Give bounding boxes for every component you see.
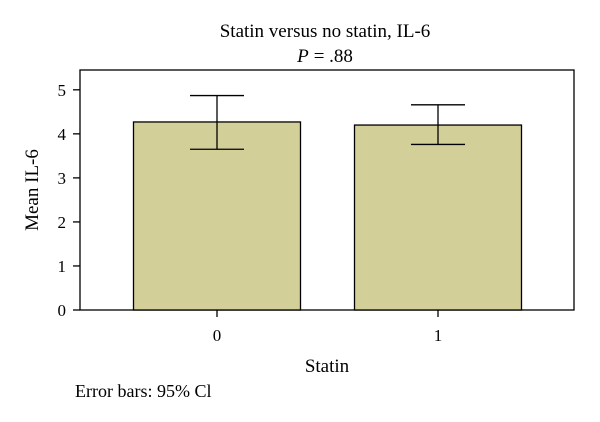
bar bbox=[132, 121, 302, 311]
plot-frame bbox=[79, 69, 575, 311]
bars bbox=[132, 121, 523, 311]
x-axis-label: Statin bbox=[305, 356, 350, 377]
y-tick-label: 0 bbox=[58, 301, 67, 320]
chart-subtitle: P = .88 bbox=[296, 46, 353, 67]
bar bbox=[353, 124, 523, 311]
y-axis-label: Mean IL-6 bbox=[22, 149, 43, 231]
footnote: Error bars: 95% Cl bbox=[75, 381, 211, 401]
y-tick-label: 4 bbox=[58, 125, 67, 144]
x-tick-label: 0 bbox=[213, 326, 222, 345]
p-label: P bbox=[296, 46, 309, 67]
x-tick-label: 1 bbox=[434, 326, 443, 345]
y-axis: 0 1 2 3 4 5 bbox=[58, 81, 80, 320]
y-tick-label: 1 bbox=[58, 257, 67, 276]
y-tick-label: 3 bbox=[58, 169, 67, 188]
y-tick-label: 5 bbox=[58, 81, 67, 100]
error-bars bbox=[190, 94, 465, 150]
y-tick-label: 2 bbox=[58, 213, 67, 232]
p-value: = .88 bbox=[314, 46, 353, 67]
chart-title: Statin versus no statin, IL-6 bbox=[220, 21, 431, 42]
